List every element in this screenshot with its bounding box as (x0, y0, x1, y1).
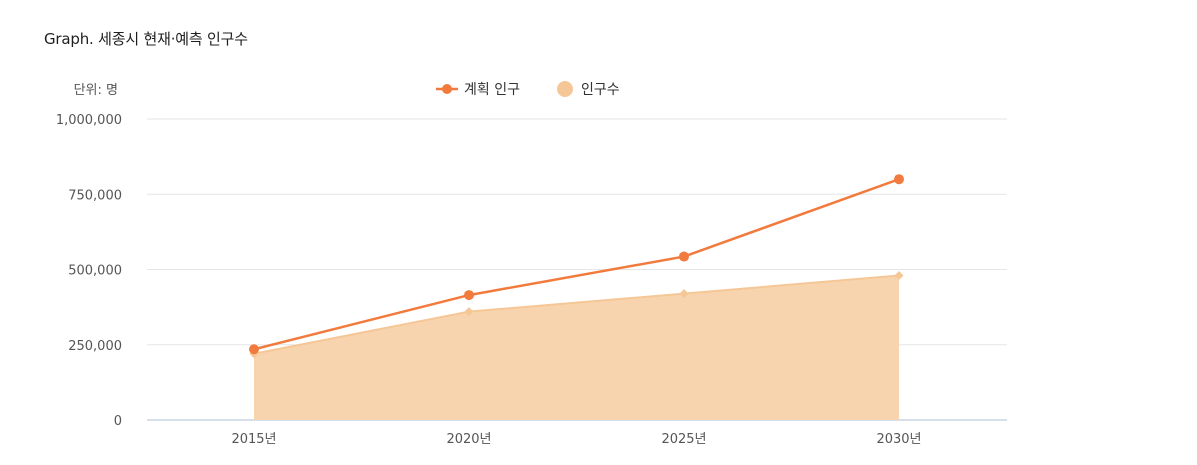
y-tick-label: 500,000 (68, 264, 122, 279)
line-point[interactable] (249, 344, 259, 355)
y-tick-label: 1,000,000 (56, 113, 122, 128)
line-계획-인구 (253, 178, 900, 351)
line-point[interactable] (894, 174, 904, 185)
legend-item-인구수[interactable]: 인구수 (557, 81, 620, 98)
legend-label: 계획 인구 (464, 82, 520, 98)
y-axis-ticks: 0 250,000 500,000 750,000 1,000,000 (56, 113, 122, 429)
x-axis-ticks: 2015년 2020년 2025년 2030년 (231, 432, 921, 447)
area-edge-인구수 (253, 274, 900, 355)
y-tick-label: 0 (114, 414, 122, 429)
x-tick-label: 2030년 (876, 432, 921, 447)
legend-label: 인구수 (581, 82, 620, 98)
legend-item-계획-인구[interactable]: 계획 인구 (436, 82, 520, 98)
area-point[interactable] (464, 307, 474, 317)
line-point[interactable] (464, 290, 474, 301)
x-tick-label: 2025년 (661, 432, 706, 447)
area-fill-인구수 (254, 275, 899, 420)
chart-title: Graph. 세종시 현재·예측 인구수 (44, 30, 248, 48)
legend[interactable]: 계획 인구 인구수 (436, 81, 620, 98)
area-series (249, 271, 904, 420)
legend-circle-swatch (557, 81, 573, 97)
y-tick-label: 750,000 (68, 188, 122, 203)
line-point[interactable] (679, 251, 689, 262)
x-tick-label: 2020년 (446, 432, 491, 447)
unit-label: 단위: 명 (74, 83, 118, 98)
x-tick-label: 2015년 (231, 432, 276, 447)
line-series (249, 174, 904, 355)
y-tick-label: 250,000 (68, 339, 122, 354)
legend-marker (442, 84, 452, 94)
area-point[interactable] (894, 271, 904, 281)
area-point[interactable] (679, 289, 689, 299)
